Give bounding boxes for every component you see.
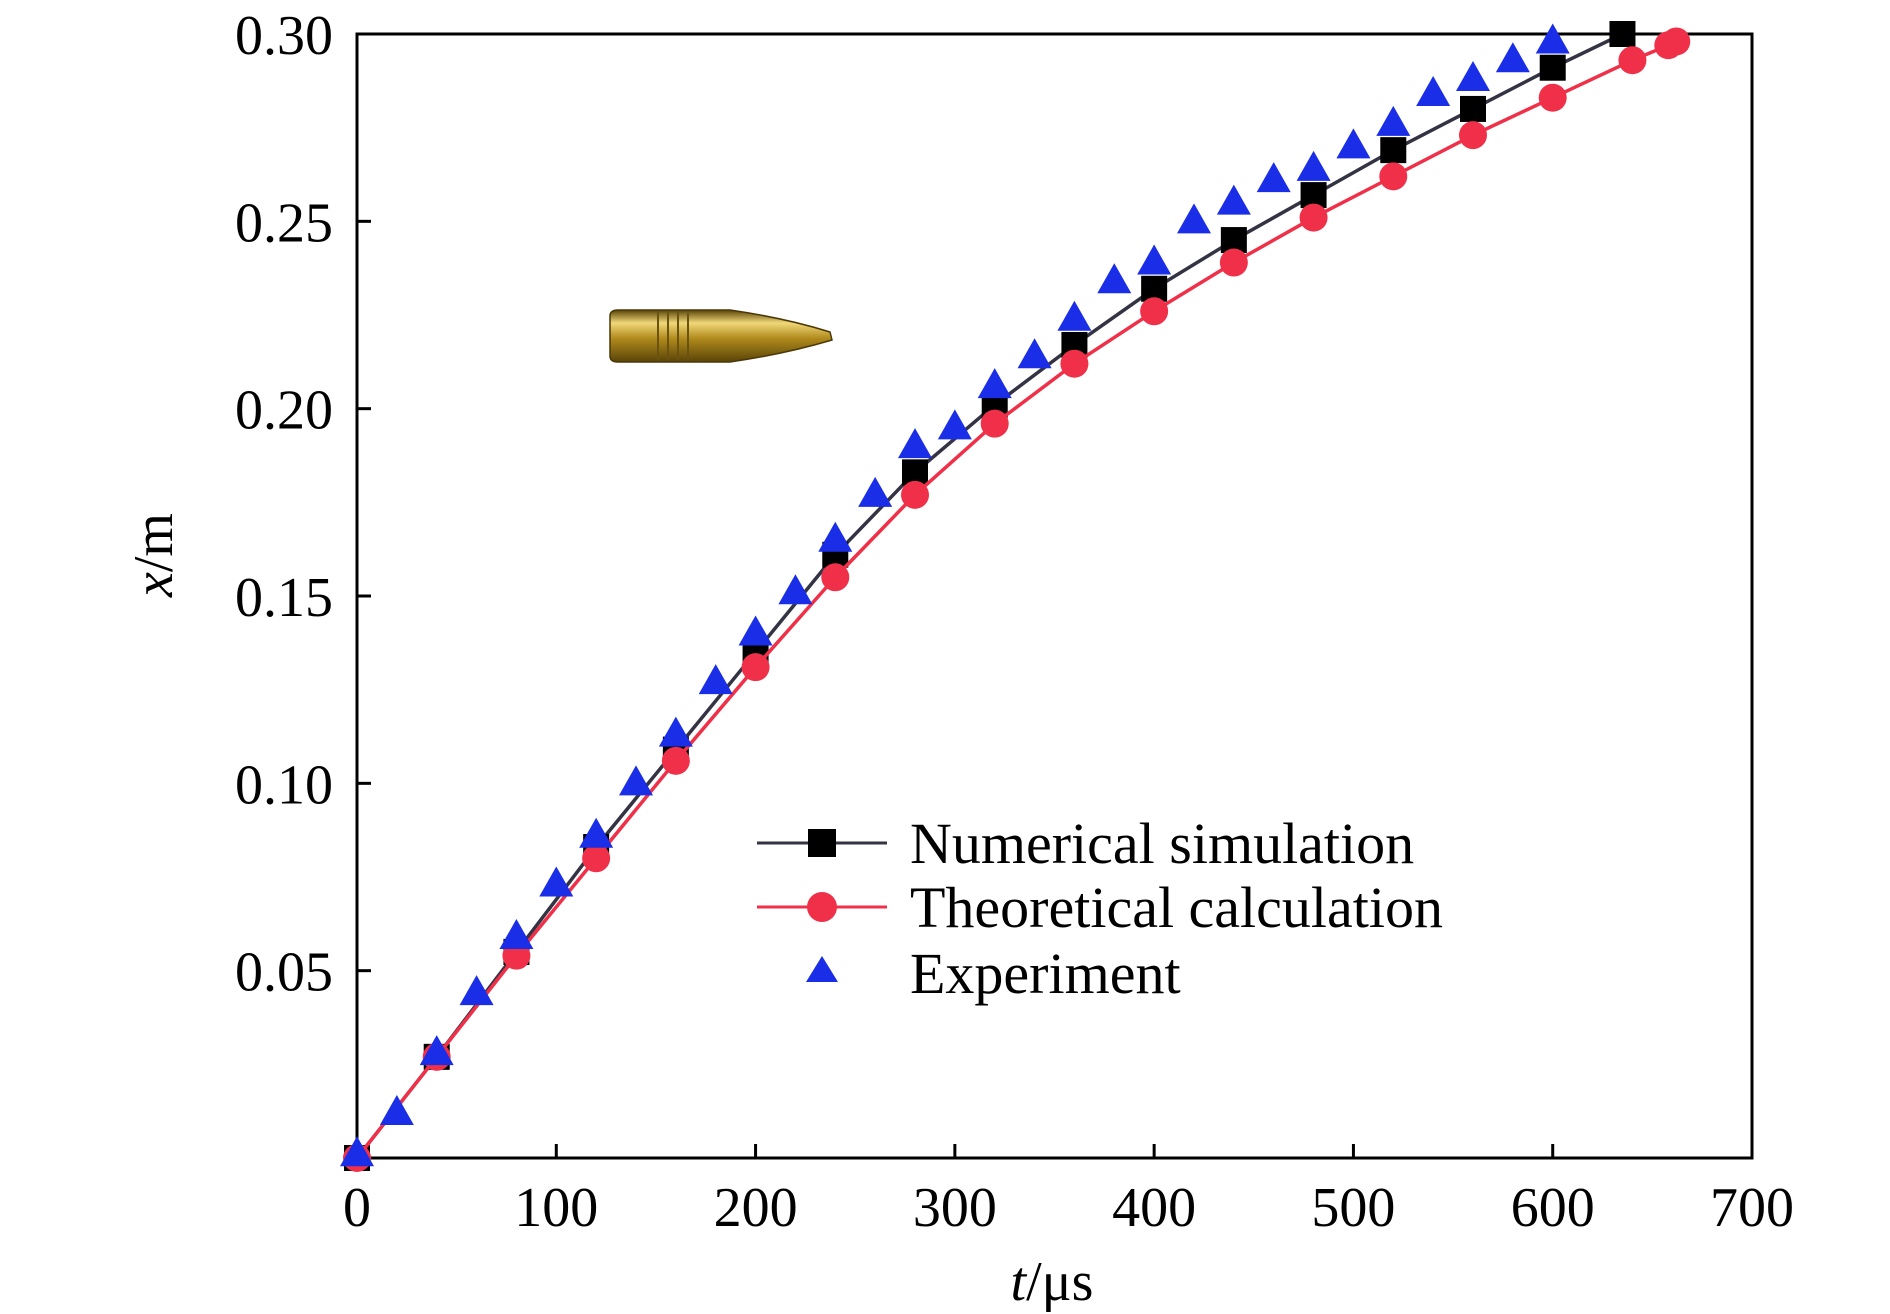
y-tick-label: 0.20: [235, 380, 333, 442]
point-theoretical: [1662, 27, 1691, 56]
point-experiment: [977, 368, 1012, 399]
x-axis-ticks: 0 100 200 300 400 500 600 700: [343, 1144, 1794, 1239]
y-tick-label: 0.05: [235, 942, 333, 1004]
y-tick-label: 0.25: [235, 192, 333, 254]
legend-label-experiment: Experiment: [910, 941, 1181, 1006]
point-theoretical: [661, 746, 690, 775]
legend-label-numerical: Numerical simulation: [910, 811, 1414, 876]
x-tick-label: 600: [1511, 1177, 1595, 1239]
point-experiment: [738, 615, 773, 646]
point-experiment: [1336, 128, 1371, 159]
point-experiment: [1057, 300, 1092, 331]
point-theoretical: [1140, 297, 1169, 326]
y-axis-title: x/m: [123, 513, 185, 598]
point-experiment: [1256, 162, 1291, 193]
y-tick-label: 0.15: [235, 567, 333, 629]
point-experiment: [1296, 150, 1331, 181]
point-experiment: [1376, 105, 1411, 136]
x-tick-label: 0: [343, 1177, 371, 1239]
point-experiment: [818, 521, 853, 552]
point-experiment: [1137, 244, 1172, 275]
series-theoretical: [343, 27, 1691, 1172]
legend-marker-experiment: [806, 956, 838, 982]
point-experiment: [340, 1136, 374, 1167]
point-experiment: [459, 975, 494, 1006]
point-numerical: [1460, 95, 1486, 122]
legend-marker-theoretical: [807, 892, 837, 922]
series-layer: [340, 21, 1691, 1172]
point-experiment: [1177, 203, 1211, 234]
point-theoretical: [741, 653, 770, 682]
point-experiment: [658, 716, 693, 747]
x-axis-title-var: t: [1011, 1251, 1028, 1313]
point-experiment: [1495, 42, 1530, 73]
x-tick-label: 100: [514, 1177, 598, 1239]
point-theoretical: [1459, 121, 1487, 150]
x-tick-label: 300: [913, 1177, 997, 1239]
point-theoretical: [980, 409, 1009, 438]
point-experiment: [1216, 184, 1251, 215]
legend-item-experiment: Experiment: [806, 941, 1181, 1006]
point-numerical: [1539, 54, 1566, 81]
point-experiment: [937, 409, 972, 440]
x-axis-title-unit: /μs: [1026, 1251, 1093, 1313]
legend-marker-numerical: [808, 829, 836, 857]
x-tick-label: 400: [1112, 1177, 1196, 1239]
point-theoretical: [1219, 248, 1248, 277]
point-experiment: [898, 428, 932, 459]
x-tick-label: 700: [1710, 1177, 1794, 1239]
point-experiment: [579, 817, 614, 848]
legend: Numerical simulation Theoretical calcula…: [757, 811, 1443, 1006]
point-experiment: [778, 574, 813, 605]
point-theoretical: [1538, 83, 1567, 112]
point-theoretical: [901, 480, 929, 509]
point-numerical: [1380, 137, 1407, 164]
point-theoretical: [1299, 203, 1328, 232]
y-tick-label: 0.30: [235, 5, 333, 67]
legend-label-theoretical: Theoretical calculation: [910, 875, 1443, 940]
x-axis-title: t/μs: [1011, 1251, 1094, 1313]
point-experiment: [858, 476, 893, 507]
x-tick-label: 200: [714, 1177, 798, 1239]
point-experiment: [1456, 60, 1490, 91]
point-experiment: [1416, 75, 1451, 106]
y-axis-ticks: 0.05 0.10 0.15 0.20 0.25 0.30: [235, 5, 371, 1004]
point-theoretical: [1379, 162, 1408, 191]
point-theoretical: [1060, 349, 1089, 378]
point-experiment: [379, 1095, 414, 1126]
point-experiment: [539, 866, 574, 897]
point-experiment: [698, 664, 733, 695]
point-experiment: [1017, 338, 1052, 369]
y-axis-title-var: x: [123, 572, 185, 598]
point-experiment: [1535, 23, 1570, 54]
y-tick-label: 0.10: [235, 754, 333, 816]
x-tick-label: 500: [1311, 1177, 1395, 1239]
point-experiment: [619, 765, 653, 796]
point-numerical: [1609, 21, 1636, 47]
y-axis-title-unit: /m: [123, 513, 185, 572]
series-experiment: [340, 23, 1570, 1167]
point-theoretical: [1618, 46, 1647, 75]
point-experiment: [419, 1035, 454, 1066]
point-experiment: [1097, 263, 1132, 294]
legend-item-theoretical: Theoretical calculation: [757, 875, 1443, 940]
point-theoretical: [582, 844, 611, 873]
bullet-body: [609, 309, 833, 363]
legend-item-numerical: Numerical simulation: [757, 811, 1414, 876]
bullet-illustration: [609, 309, 833, 363]
point-theoretical: [821, 563, 850, 592]
point-experiment: [499, 918, 534, 949]
